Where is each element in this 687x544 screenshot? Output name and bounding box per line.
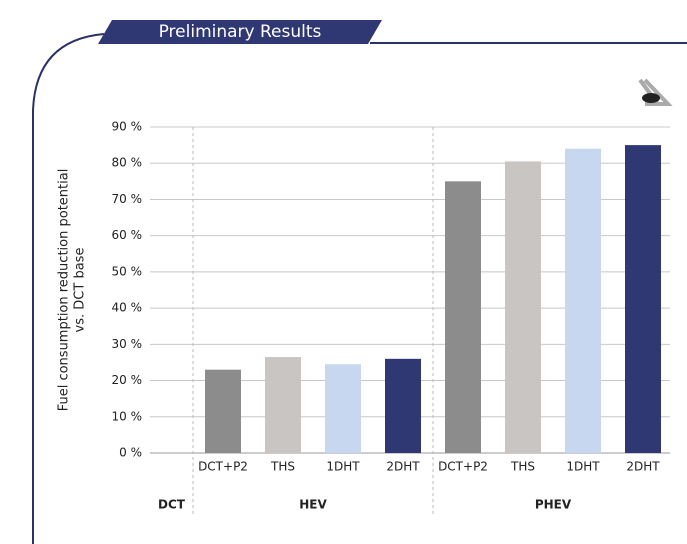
bar: [625, 145, 661, 453]
x-tick-label: DCT+P2: [438, 460, 488, 474]
x-tick-label: THS: [510, 460, 535, 474]
y-tick-label: 60 %: [112, 228, 143, 242]
group-label: PHEV: [535, 498, 572, 512]
y-tick-label: 30 %: [112, 337, 143, 351]
frame-left: [32, 33, 105, 544]
bar: [205, 369, 241, 453]
y-tick-label: 40 %: [112, 301, 143, 315]
bar: [265, 357, 301, 453]
bar: [505, 161, 541, 453]
y-tick-label: 80 %: [112, 156, 143, 170]
bar: [385, 358, 421, 453]
group-label: DCT: [158, 498, 186, 512]
bar: [445, 181, 481, 454]
bar: [325, 364, 361, 453]
x-tick-label: 1DHT: [326, 460, 360, 474]
banner-tab: [98, 20, 382, 44]
logo-dot: [642, 93, 660, 103]
bar: [565, 148, 601, 453]
x-tick-label: 2DHT: [626, 460, 660, 474]
y-tick-label: 20 %: [112, 373, 143, 387]
x-tick-label: 1DHT: [566, 460, 600, 474]
x-tick-label: DCT+P2: [198, 460, 248, 474]
y-tick-label: 90 %: [112, 120, 143, 134]
y-axis-label: Fuel consumption reduction potential: [57, 169, 72, 412]
x-tick-label: 2DHT: [386, 460, 420, 474]
y-tick-label: 70 %: [112, 192, 143, 206]
y-axis-label: vs. DCT base: [73, 248, 88, 333]
x-tick-label: THS: [270, 460, 295, 474]
y-tick-label: 10 %: [112, 409, 143, 423]
group-label: HEV: [299, 498, 327, 512]
y-tick-label: 50 %: [112, 264, 143, 278]
banner-text: Preliminary Results: [159, 22, 322, 42]
y-tick-label: 0 %: [119, 446, 142, 460]
